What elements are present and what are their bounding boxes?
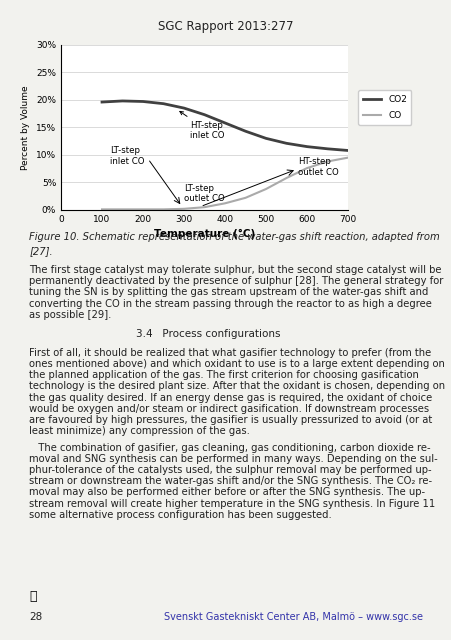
Text: moval and SNG synthesis can be performed in many ways. Depending on the sul-: moval and SNG synthesis can be performed… — [29, 454, 437, 464]
Text: would be oxygen and/or steam or indirect gasification. If downstream processes: would be oxygen and/or steam or indirect… — [29, 404, 428, 414]
Text: Figure 10. Schematic representation of the water-gas shift reaction, adapted fro: Figure 10. Schematic representation of t… — [29, 232, 439, 242]
Text: converting the CO in the stream passing through the reactor to as high a degree: converting the CO in the stream passing … — [29, 298, 431, 308]
Text: Svenskt Gastekniskt Center AB, Malmö – www.sgc.se: Svenskt Gastekniskt Center AB, Malmö – w… — [163, 612, 422, 623]
Text: moval may also be performed either before or after the SNG synthesis. The up-: moval may also be performed either befor… — [29, 488, 424, 497]
Text: 🔥: 🔥 — [29, 590, 37, 603]
Text: technology is the desired plant size. After that the oxidant is chosen, dependin: technology is the desired plant size. Af… — [29, 381, 445, 392]
Text: SGC Rapport 2013:277: SGC Rapport 2013:277 — [158, 20, 293, 33]
Text: LT-step
outlet CO: LT-step outlet CO — [184, 184, 224, 204]
Text: HT-step
outlet CO: HT-step outlet CO — [297, 157, 338, 177]
Text: 3.4   Process configurations: 3.4 Process configurations — [135, 328, 280, 339]
Text: ones mentioned above) and which oxidant to use is to a large extent depending on: ones mentioned above) and which oxidant … — [29, 359, 444, 369]
Text: permanently deactivated by the presence of sulphur [28]. The general strategy fo: permanently deactivated by the presence … — [29, 276, 443, 286]
Text: the planned application of the gas. The first criterion for choosing gasificatio: the planned application of the gas. The … — [29, 370, 419, 380]
Text: The first stage catalyst may tolerate sulphur, but the second stage catalyst wil: The first stage catalyst may tolerate su… — [29, 265, 441, 275]
Text: The combination of gasifier, gas cleaning, gas conditioning, carbon dioxide re-: The combination of gasifier, gas cleanin… — [29, 443, 430, 452]
Text: stream or downstream the water-gas shift and/or the SNG synthesis. The CO₂ re-: stream or downstream the water-gas shift… — [29, 476, 432, 486]
Text: stream removal will create higher temperature in the SNG synthesis. In Figure 11: stream removal will create higher temper… — [29, 499, 435, 509]
Text: HT-step
inlet CO: HT-step inlet CO — [179, 111, 224, 140]
Text: 28: 28 — [29, 612, 42, 623]
Text: some alternative process configuration has been suggested.: some alternative process configuration h… — [29, 510, 331, 520]
Text: First of all, it should be realized that what gasifier technology to prefer (fro: First of all, it should be realized that… — [29, 348, 431, 358]
Y-axis label: Percent by Volume: Percent by Volume — [22, 85, 30, 170]
Text: least minimize) any compression of the gas.: least minimize) any compression of the g… — [29, 426, 250, 436]
Text: the gas quality desired. If an energy dense gas is required, the oxidant of choi: the gas quality desired. If an energy de… — [29, 392, 432, 403]
Text: are favoured by high pressures, the gasifier is usually pressurized to avoid (or: are favoured by high pressures, the gasi… — [29, 415, 432, 425]
Text: as possible [29].: as possible [29]. — [29, 310, 111, 320]
Legend: CO2, CO: CO2, CO — [358, 90, 410, 125]
Text: tuning the SN is by splitting the gas stream upstream of the water-gas shift and: tuning the SN is by splitting the gas st… — [29, 287, 428, 298]
Text: [27].: [27]. — [29, 246, 53, 256]
Text: phur-tolerance of the catalysts used, the sulphur removal may be performed up-: phur-tolerance of the catalysts used, th… — [29, 465, 431, 475]
Text: LT-step
inlet CO: LT-step inlet CO — [110, 147, 144, 166]
X-axis label: Temperature (°C): Temperature (°C) — [153, 229, 255, 239]
